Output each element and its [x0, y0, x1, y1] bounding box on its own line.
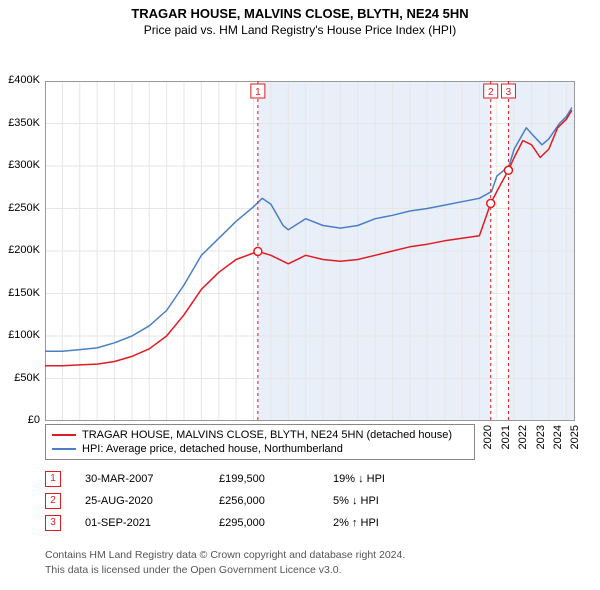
legend-label: TRAGAR HOUSE, MALVINS CLOSE, BLYTH, NE24…: [82, 429, 452, 441]
events-table: 1 30-MAR-2007 £199,500 19% ↓ HPI 2 25-AUG-202…: [45, 468, 385, 534]
event-date: 30-MAR-2007: [85, 473, 195, 485]
legend-row: TRAGAR HOUSE, MALVINS CLOSE, BLYTH, NE24…: [52, 428, 468, 442]
event-date: 25-AUG-2020: [85, 495, 195, 507]
x-axis-label: 2020: [483, 425, 494, 465]
y-axis-label: £300K: [0, 160, 40, 171]
x-axis-label: 2025: [570, 425, 581, 465]
legend-box: TRAGAR HOUSE, MALVINS CLOSE, BLYTH, NE24…: [45, 424, 475, 460]
svg-text:2: 2: [488, 87, 494, 98]
x-axis-label: 2022: [518, 425, 529, 465]
plot-svg: 1 2 3: [45, 81, 575, 421]
legend-swatch: [52, 448, 76, 450]
event-price: £295,000: [219, 517, 309, 529]
y-axis-label: £100K: [0, 330, 40, 341]
chart-subtitle: Price paid vs. HM Land Registry's House …: [0, 21, 600, 37]
x-axis-label: 2021: [501, 425, 512, 465]
y-axis-label: £0: [0, 415, 40, 426]
event-row: 3 01-SEP-2021 £295,000 2% ↑ HPI: [45, 512, 385, 534]
chart-title: TRAGAR HOUSE, MALVINS CLOSE, BLYTH, NE24…: [0, 0, 600, 21]
x-axis-label: 2024: [553, 425, 564, 465]
event-date: 01-SEP-2021: [85, 517, 195, 529]
legend-swatch: [52, 434, 76, 436]
event-delta: 2% ↑ HPI: [333, 517, 379, 529]
legend-label: HPI: Average price, detached house, Nort…: [82, 443, 343, 455]
event-number: 1: [45, 471, 61, 487]
y-axis-label: £150K: [0, 288, 40, 299]
attribution-line: Contains HM Land Registry data © Crown c…: [45, 548, 405, 563]
attribution: Contains HM Land Registry data © Crown c…: [45, 548, 405, 577]
event-row: 2 25-AUG-2020 £256,000 5% ↓ HPI: [45, 490, 385, 512]
event-price: £199,500: [219, 473, 309, 485]
attribution-line: This data is licensed under the Open Gov…: [45, 563, 405, 578]
y-axis-label: £50K: [0, 373, 40, 384]
y-axis-label: £200K: [0, 245, 40, 256]
event-row: 1 30-MAR-2007 £199,500 19% ↓ HPI: [45, 468, 385, 490]
y-axis-label: £350K: [0, 118, 40, 129]
event-number: 3: [45, 515, 61, 531]
event-price: £256,000: [219, 495, 309, 507]
y-axis-label: £250K: [0, 203, 40, 214]
chart-frame: TRAGAR HOUSE, MALVINS CLOSE, BLYTH, NE24…: [0, 0, 600, 590]
legend-row: HPI: Average price, detached house, Nort…: [52, 442, 468, 456]
svg-text:3: 3: [506, 87, 512, 98]
y-axis-label: £400K: [0, 75, 40, 86]
svg-text:1: 1: [255, 87, 261, 98]
event-number: 2: [45, 493, 61, 509]
event-delta: 5% ↓ HPI: [333, 495, 379, 507]
event-delta: 19% ↓ HPI: [333, 473, 385, 485]
x-axis-label: 2023: [536, 425, 547, 465]
